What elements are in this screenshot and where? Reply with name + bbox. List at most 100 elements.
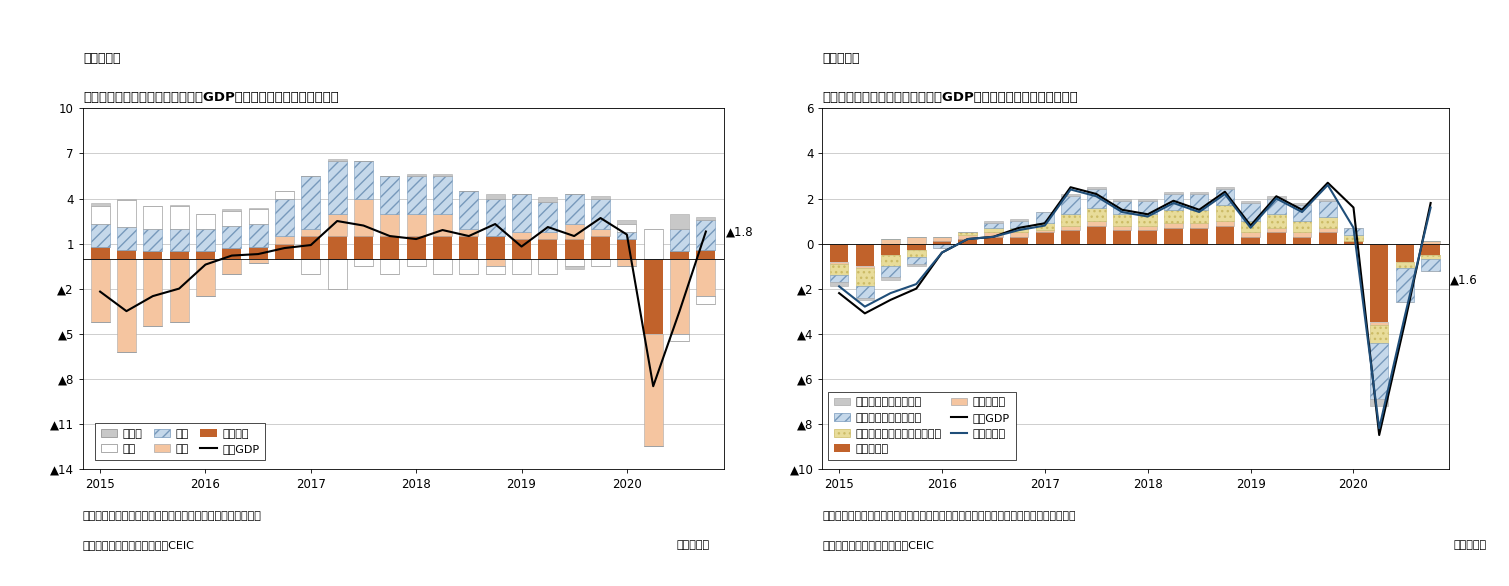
Bar xyxy=(984,223,1002,228)
Bar xyxy=(1061,196,1080,214)
Bar xyxy=(1165,192,1183,194)
Bar xyxy=(958,239,976,244)
Text: ▲1.8: ▲1.8 xyxy=(726,225,753,238)
Bar xyxy=(169,229,189,251)
Bar xyxy=(169,251,189,258)
Bar xyxy=(302,258,320,274)
Bar xyxy=(670,229,690,251)
Bar xyxy=(380,258,400,274)
Bar xyxy=(907,250,925,257)
Text: （四半期）: （四半期） xyxy=(1453,540,1486,550)
Bar xyxy=(1396,261,1414,268)
Bar xyxy=(696,296,715,304)
Bar xyxy=(1138,214,1157,226)
Bar xyxy=(355,161,373,199)
Bar xyxy=(1165,210,1183,223)
Bar xyxy=(196,258,214,296)
Bar xyxy=(91,258,110,322)
Bar xyxy=(1112,201,1132,214)
Bar xyxy=(1138,230,1157,244)
Bar xyxy=(1035,212,1055,223)
Bar xyxy=(1138,199,1157,201)
Bar xyxy=(433,236,453,258)
Bar xyxy=(1191,210,1209,223)
Bar xyxy=(564,258,584,266)
Bar xyxy=(830,244,848,261)
Bar xyxy=(433,176,453,213)
Bar xyxy=(592,236,610,258)
Bar xyxy=(856,268,874,287)
Bar xyxy=(1191,194,1209,210)
Bar xyxy=(169,205,189,206)
Bar xyxy=(1191,223,1209,228)
Bar xyxy=(1216,188,1234,189)
Bar xyxy=(1010,228,1029,232)
Bar xyxy=(459,191,478,229)
Bar xyxy=(1191,192,1209,194)
Bar xyxy=(696,217,715,220)
Bar xyxy=(907,264,925,266)
Bar xyxy=(118,199,136,200)
Bar xyxy=(933,237,951,241)
Bar xyxy=(433,175,453,176)
Bar xyxy=(1293,232,1311,237)
Bar xyxy=(830,261,848,264)
Bar xyxy=(407,258,426,266)
Bar xyxy=(222,210,241,226)
Bar xyxy=(1293,203,1311,205)
Bar xyxy=(1396,244,1414,261)
Bar xyxy=(1268,199,1286,214)
Bar xyxy=(1421,241,1440,244)
Bar xyxy=(1010,237,1029,244)
Bar xyxy=(1086,226,1106,244)
Bar xyxy=(830,264,848,275)
Bar xyxy=(327,258,347,289)
Bar xyxy=(249,224,267,247)
Bar xyxy=(592,199,610,229)
Bar xyxy=(1010,232,1029,237)
Bar xyxy=(1112,230,1132,244)
Bar xyxy=(984,221,1002,223)
Bar xyxy=(118,250,136,258)
Bar xyxy=(91,247,110,258)
Bar xyxy=(196,251,214,258)
Bar xyxy=(407,213,426,236)
Bar xyxy=(1319,232,1337,244)
Bar xyxy=(933,241,951,244)
Bar xyxy=(564,224,584,239)
Bar xyxy=(169,258,189,322)
Bar xyxy=(459,258,478,274)
Bar xyxy=(302,236,320,258)
Bar xyxy=(1216,226,1234,244)
Bar xyxy=(958,234,976,239)
Bar xyxy=(1268,196,1286,199)
Bar xyxy=(856,287,874,298)
Bar xyxy=(1010,221,1029,228)
Bar xyxy=(1138,201,1157,214)
Bar xyxy=(118,258,136,352)
Bar xyxy=(433,258,453,274)
Bar xyxy=(302,176,320,229)
Bar xyxy=(1112,199,1132,201)
Bar xyxy=(644,229,662,258)
Bar xyxy=(380,176,400,213)
Bar xyxy=(670,333,690,341)
Bar xyxy=(1396,268,1414,302)
Bar xyxy=(1242,221,1260,232)
Bar xyxy=(459,229,478,236)
Bar xyxy=(355,258,373,266)
Bar xyxy=(118,200,136,227)
Bar xyxy=(1370,244,1388,322)
Text: （資料）ロシア連邦統計局、CEIC: （資料）ロシア連邦統計局、CEIC xyxy=(83,540,195,550)
Bar xyxy=(1421,260,1440,271)
Bar xyxy=(1370,322,1388,325)
Bar xyxy=(275,244,294,258)
Bar xyxy=(592,229,610,236)
Bar xyxy=(327,236,347,258)
Bar xyxy=(196,229,214,251)
Bar xyxy=(644,333,662,447)
Bar xyxy=(830,282,848,287)
Bar xyxy=(592,258,610,266)
Bar xyxy=(1061,194,1080,196)
Bar xyxy=(907,244,925,250)
